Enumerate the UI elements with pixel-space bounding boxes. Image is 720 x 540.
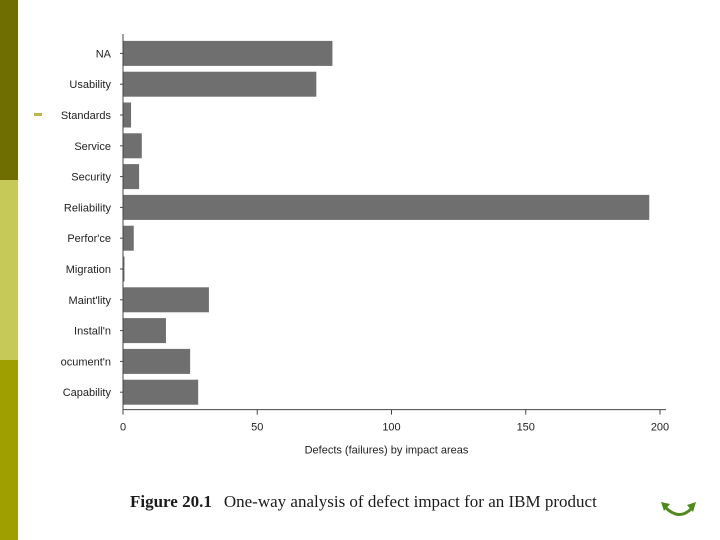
category-label: Capability: [63, 387, 112, 399]
x-tick-label: 100: [382, 422, 400, 434]
bar-standards: [123, 102, 132, 128]
category-label: Install'n: [74, 326, 111, 338]
x-tick-label: 150: [517, 422, 535, 434]
caption-figure-number: Figure 20.1: [130, 492, 212, 511]
category-label: Standards: [61, 110, 112, 122]
bar-installn: [123, 318, 166, 344]
bar-na: [123, 40, 333, 66]
category-label: ocument'n: [61, 356, 111, 368]
x-tick-label: 200: [651, 422, 669, 434]
category-label: NA: [96, 48, 112, 60]
category-label: Maint'lity: [69, 295, 112, 307]
category-label: Reliability: [64, 202, 112, 214]
category-label: Migration: [66, 264, 111, 276]
bar-migration: [123, 256, 125, 282]
bar-perforce: [123, 225, 134, 251]
bar-maintlity: [123, 287, 209, 313]
category-label: Usability: [69, 79, 111, 91]
return-arrow-icon[interactable]: [660, 500, 698, 524]
bar-chart: NA Usability Standards Service Security Relia…: [61, 34, 669, 457]
caption-text: One-way analysis of defect impact for an…: [223, 492, 597, 511]
bar-reliability: [123, 194, 650, 220]
figure-caption: Figure 20.1 One-way analysis of defect im…: [130, 492, 597, 512]
side-accent-bar-bottom: [0, 360, 18, 540]
bullet-marker: [34, 113, 42, 116]
side-accent-bar-middle: [0, 180, 18, 360]
bar-security: [123, 164, 140, 190]
bar-capability: [123, 379, 199, 405]
bar-usability: [123, 71, 317, 97]
x-axis-label: Defects (failures) by impact areas: [305, 445, 469, 457]
category-label: Service: [74, 141, 111, 153]
side-accent-bar-top: [0, 0, 18, 180]
x-tick-label: 0: [120, 422, 126, 434]
category-label: Security: [71, 172, 111, 184]
bar-service: [123, 133, 142, 159]
category-label: Perfor'ce: [67, 233, 111, 245]
bar-ocumentn: [123, 348, 191, 374]
x-tick-label: 50: [251, 422, 263, 434]
